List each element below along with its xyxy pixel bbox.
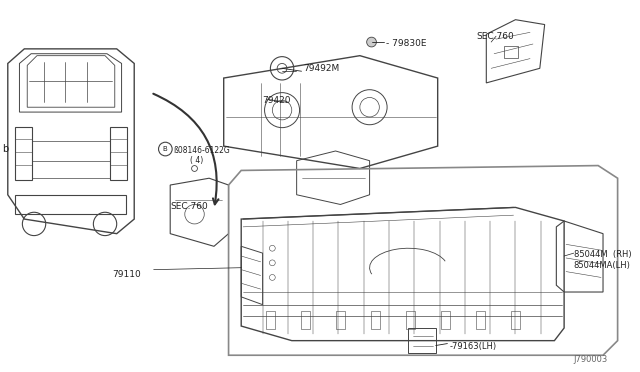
Bar [371,311,380,329]
Text: - 79830E: - 79830E [386,39,427,48]
Bar [266,311,275,329]
Circle shape [367,37,376,47]
Bar [406,311,415,329]
Bar [335,311,345,329]
Text: 85044M  (RH): 85044M (RH) [574,250,632,259]
Text: ß08146-6122G: ß08146-6122G [173,146,230,155]
Bar [440,311,451,329]
Text: B: B [163,146,167,152]
Text: 79492M: 79492M [303,64,340,73]
Bar [504,46,518,58]
Bar [476,311,485,329]
Bar [15,127,32,180]
Text: ( 4): ( 4) [189,156,203,165]
Text: J790003: J790003 [574,355,608,364]
Bar [511,311,520,329]
Bar [110,127,127,180]
Text: -79163(LH): -79163(LH) [449,341,497,351]
Text: 79420: 79420 [262,96,291,105]
Text: 79110: 79110 [112,270,141,279]
Text: SEC.760: SEC.760 [477,32,515,41]
Bar [301,311,310,329]
Text: 85044MA(LH): 85044MA(LH) [574,261,630,270]
Text: b: b [2,144,8,154]
Text: SEC.760: SEC.760 [170,202,208,211]
